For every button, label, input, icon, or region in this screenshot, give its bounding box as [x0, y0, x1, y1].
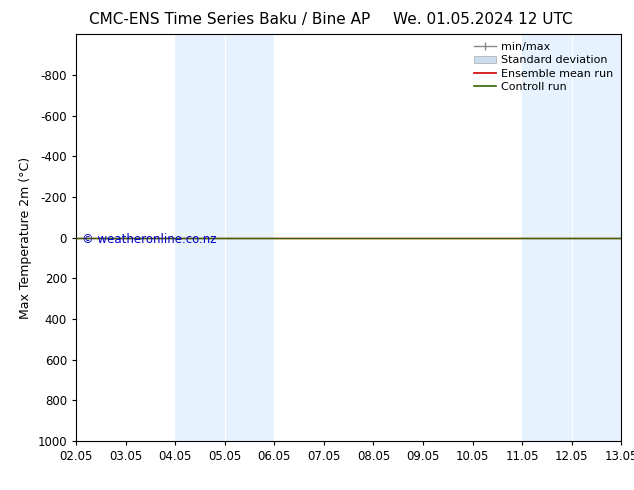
Bar [175, 34, 275, 441]
Legend: min/max, Standard deviation, Ensemble mean run, Controll run: min/max, Standard deviation, Ensemble me… [469, 38, 618, 97]
Bar [522, 34, 621, 441]
Text: CMC-ENS Time Series Baku / Bine AP: CMC-ENS Time Series Baku / Bine AP [89, 12, 370, 27]
Text: We. 01.05.2024 12 UTC: We. 01.05.2024 12 UTC [393, 12, 573, 27]
Y-axis label: Max Temperature 2m (°C): Max Temperature 2m (°C) [19, 157, 32, 318]
Text: © weatheronline.co.nz: © weatheronline.co.nz [82, 233, 216, 246]
